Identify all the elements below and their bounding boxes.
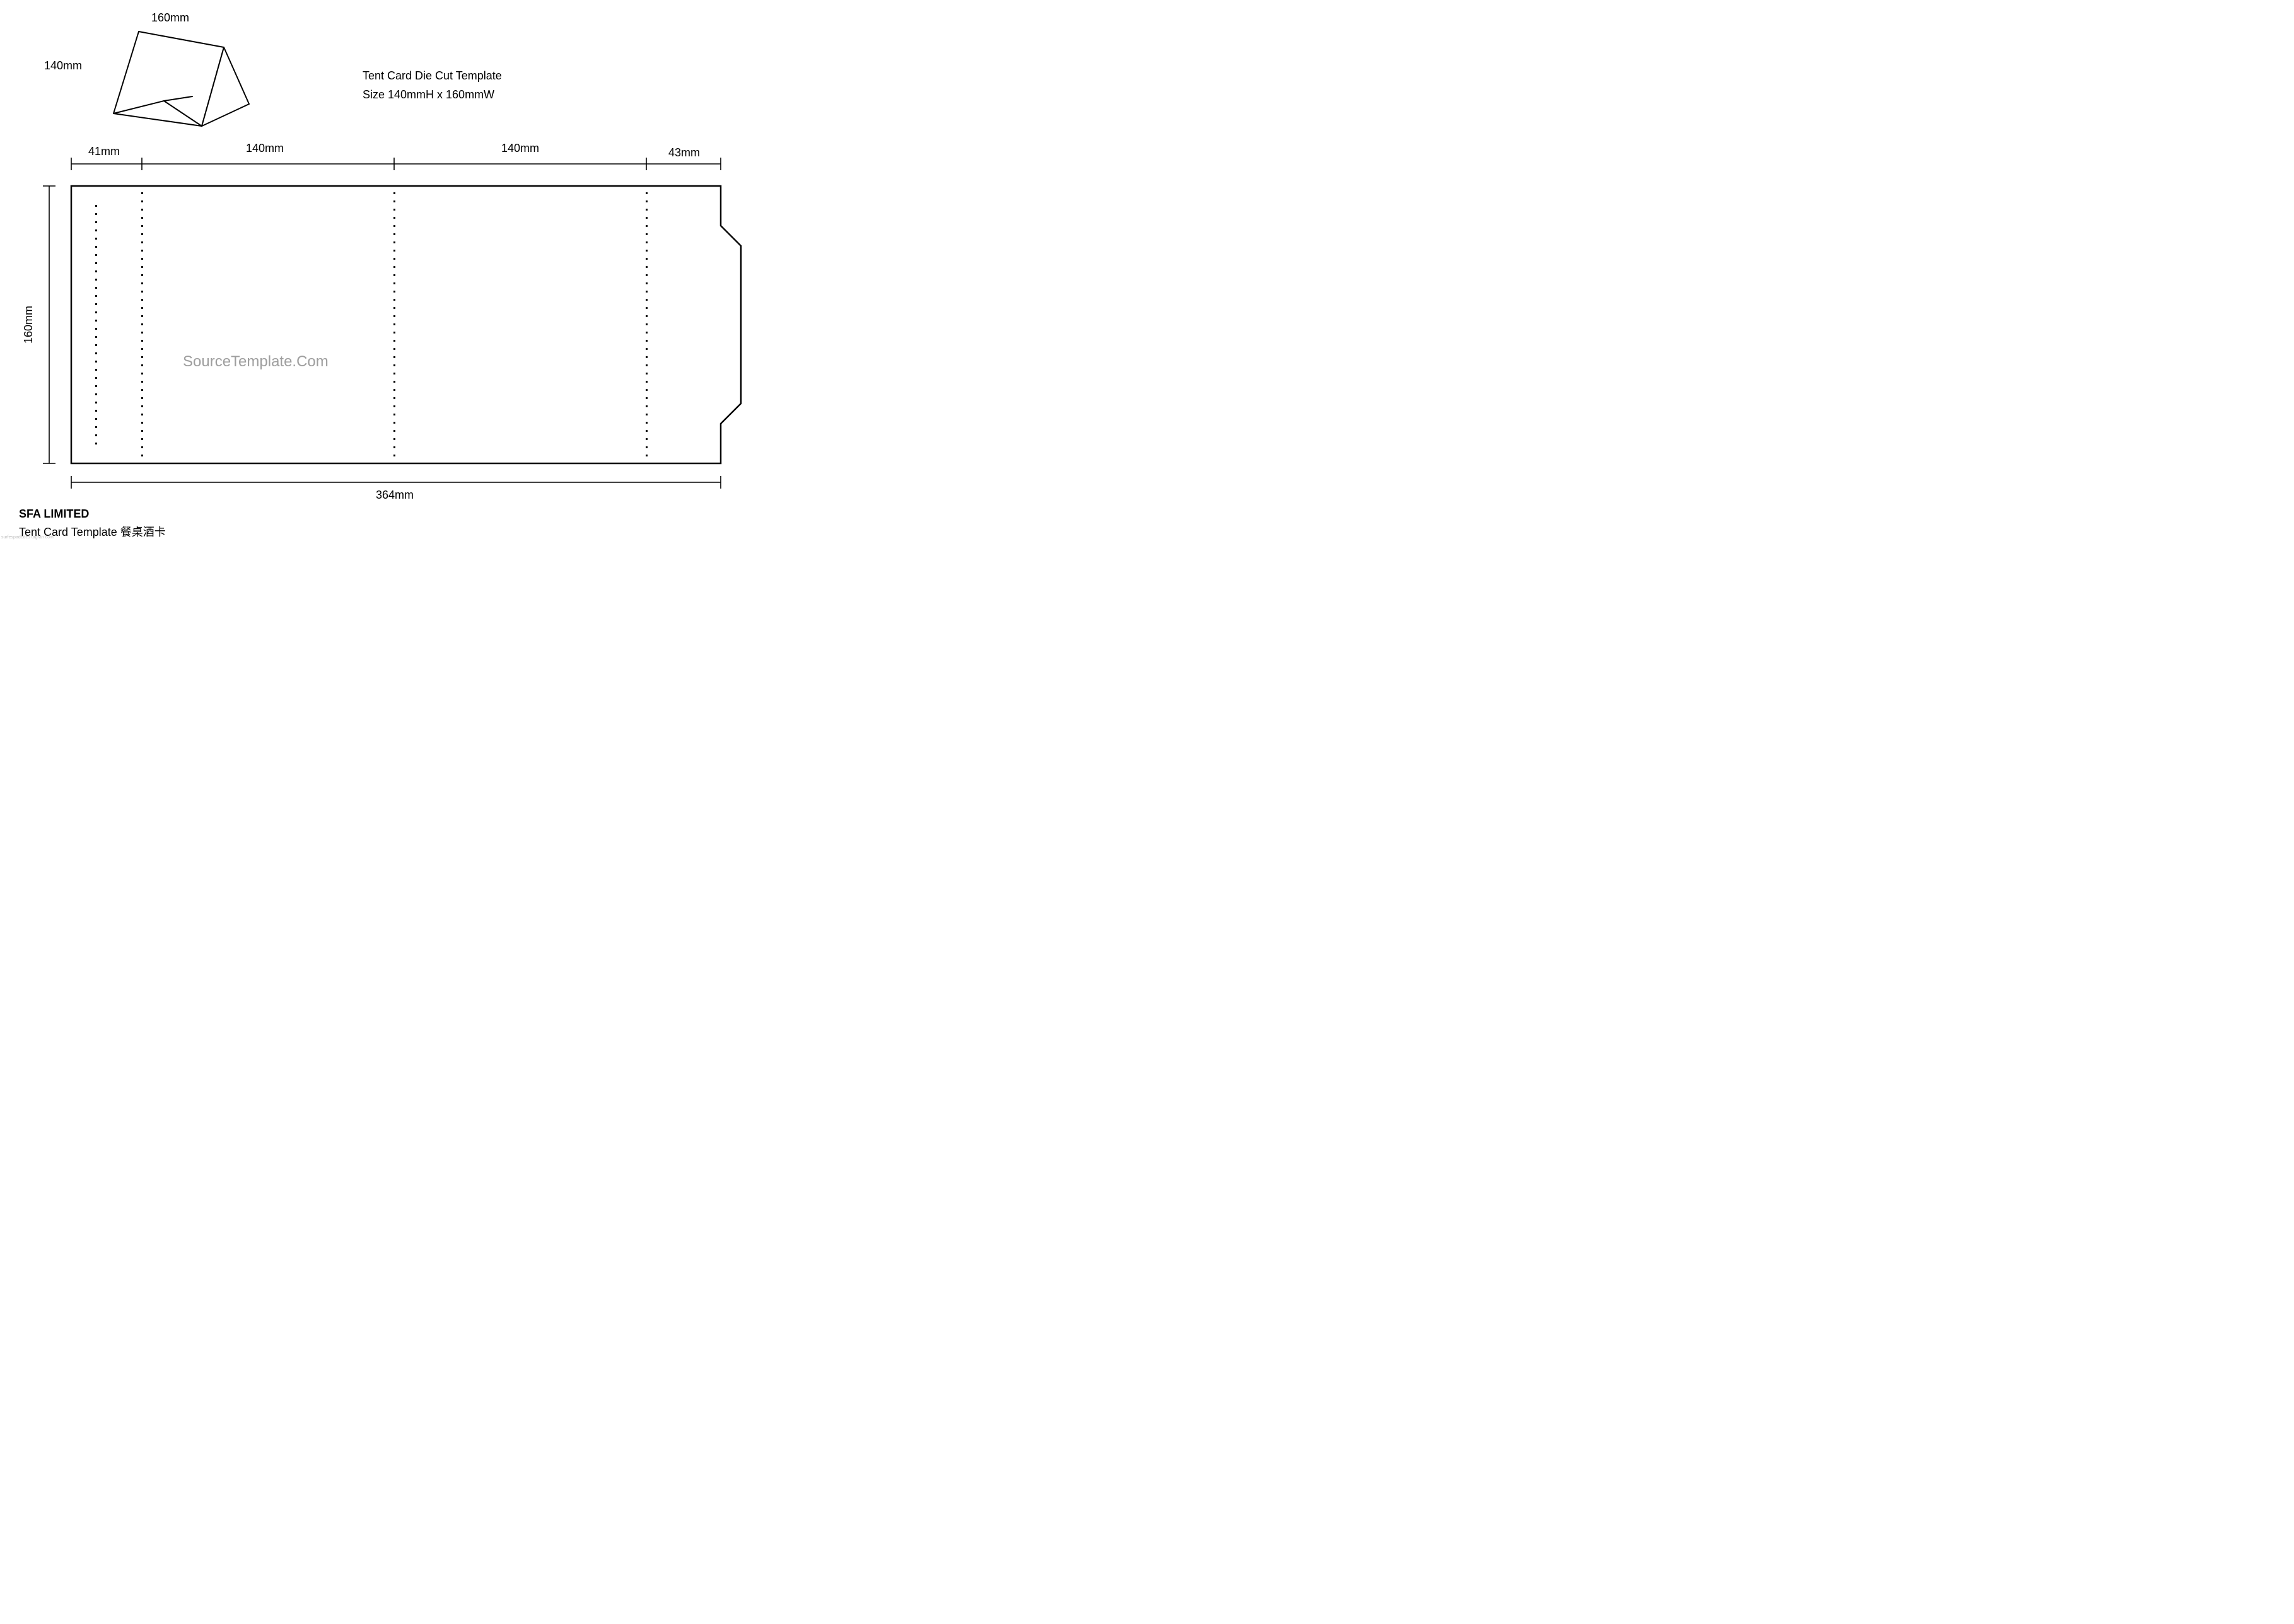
watermark-text: SourceTemplate.Com [183,353,329,371]
diagram-canvas: 160mm 140mm Tent Card Die Cut Template S… [0,0,764,541]
footer-micro-text: surfespadedes tagran com [1,535,54,540]
footer-company: SFA LIMITED [19,508,89,521]
bottom-dim-label: 364mm [376,489,414,502]
bottom-dimension-line [0,0,764,541]
